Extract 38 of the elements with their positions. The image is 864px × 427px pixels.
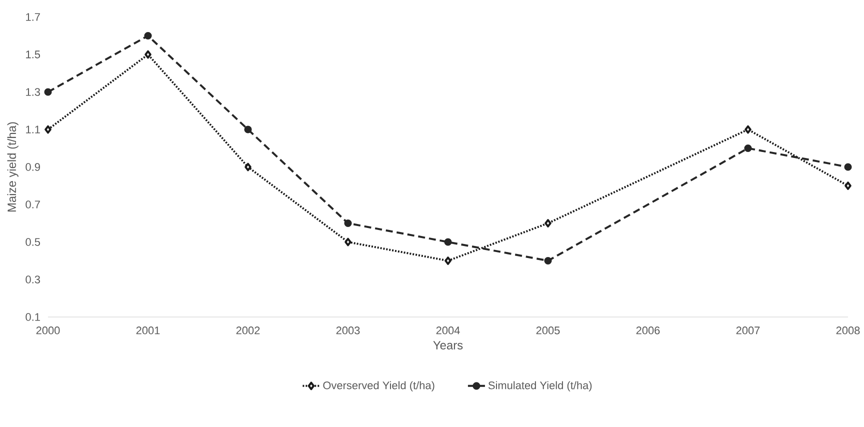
x-tick-label: 2006	[636, 326, 660, 334]
y-tick-label: 1.3	[26, 88, 40, 96]
point	[744, 144, 752, 152]
point	[244, 126, 252, 134]
point	[44, 125, 52, 134]
x-tick-label: 2007	[736, 326, 760, 334]
point	[444, 238, 452, 246]
x-tick-label: 2003	[336, 326, 360, 334]
y-tick-label: 0.1	[26, 313, 40, 321]
y-tick-label: 0.3	[26, 276, 40, 284]
y-tick-label: 0.5	[26, 238, 40, 246]
y-tick-label: 0.9	[26, 163, 40, 171]
point	[444, 256, 452, 265]
y-tick-label: 1.7	[26, 13, 40, 21]
y-tick-label: 0.7	[26, 200, 40, 208]
x-tick-label: 2001	[136, 326, 160, 334]
point	[144, 32, 152, 40]
x-tick-label: 2002	[236, 326, 260, 334]
legend-label: Simulated Yield (t/ha)	[488, 381, 592, 392]
point	[544, 256, 552, 265]
point	[844, 182, 852, 190]
point	[144, 50, 152, 59]
point	[244, 162, 252, 172]
legend-label: Overserved Yield (t/ha)	[323, 381, 434, 392]
point	[544, 219, 552, 228]
x-tick-label: 2008	[836, 326, 860, 334]
y-axis-title: Maize yield (t/ha)	[7, 122, 18, 212]
point	[344, 238, 352, 246]
y-tick-label: 1.5	[26, 50, 40, 58]
x-axis-title: Years	[433, 341, 463, 350]
point	[844, 163, 852, 171]
y-tick-label: 1.1	[26, 126, 40, 134]
x-tick-label: 2000	[36, 326, 60, 334]
point	[44, 88, 52, 96]
point	[744, 125, 752, 134]
x-tick-label: 2004	[436, 326, 460, 334]
x-tick-label: 2005	[536, 326, 560, 334]
point	[344, 219, 352, 228]
